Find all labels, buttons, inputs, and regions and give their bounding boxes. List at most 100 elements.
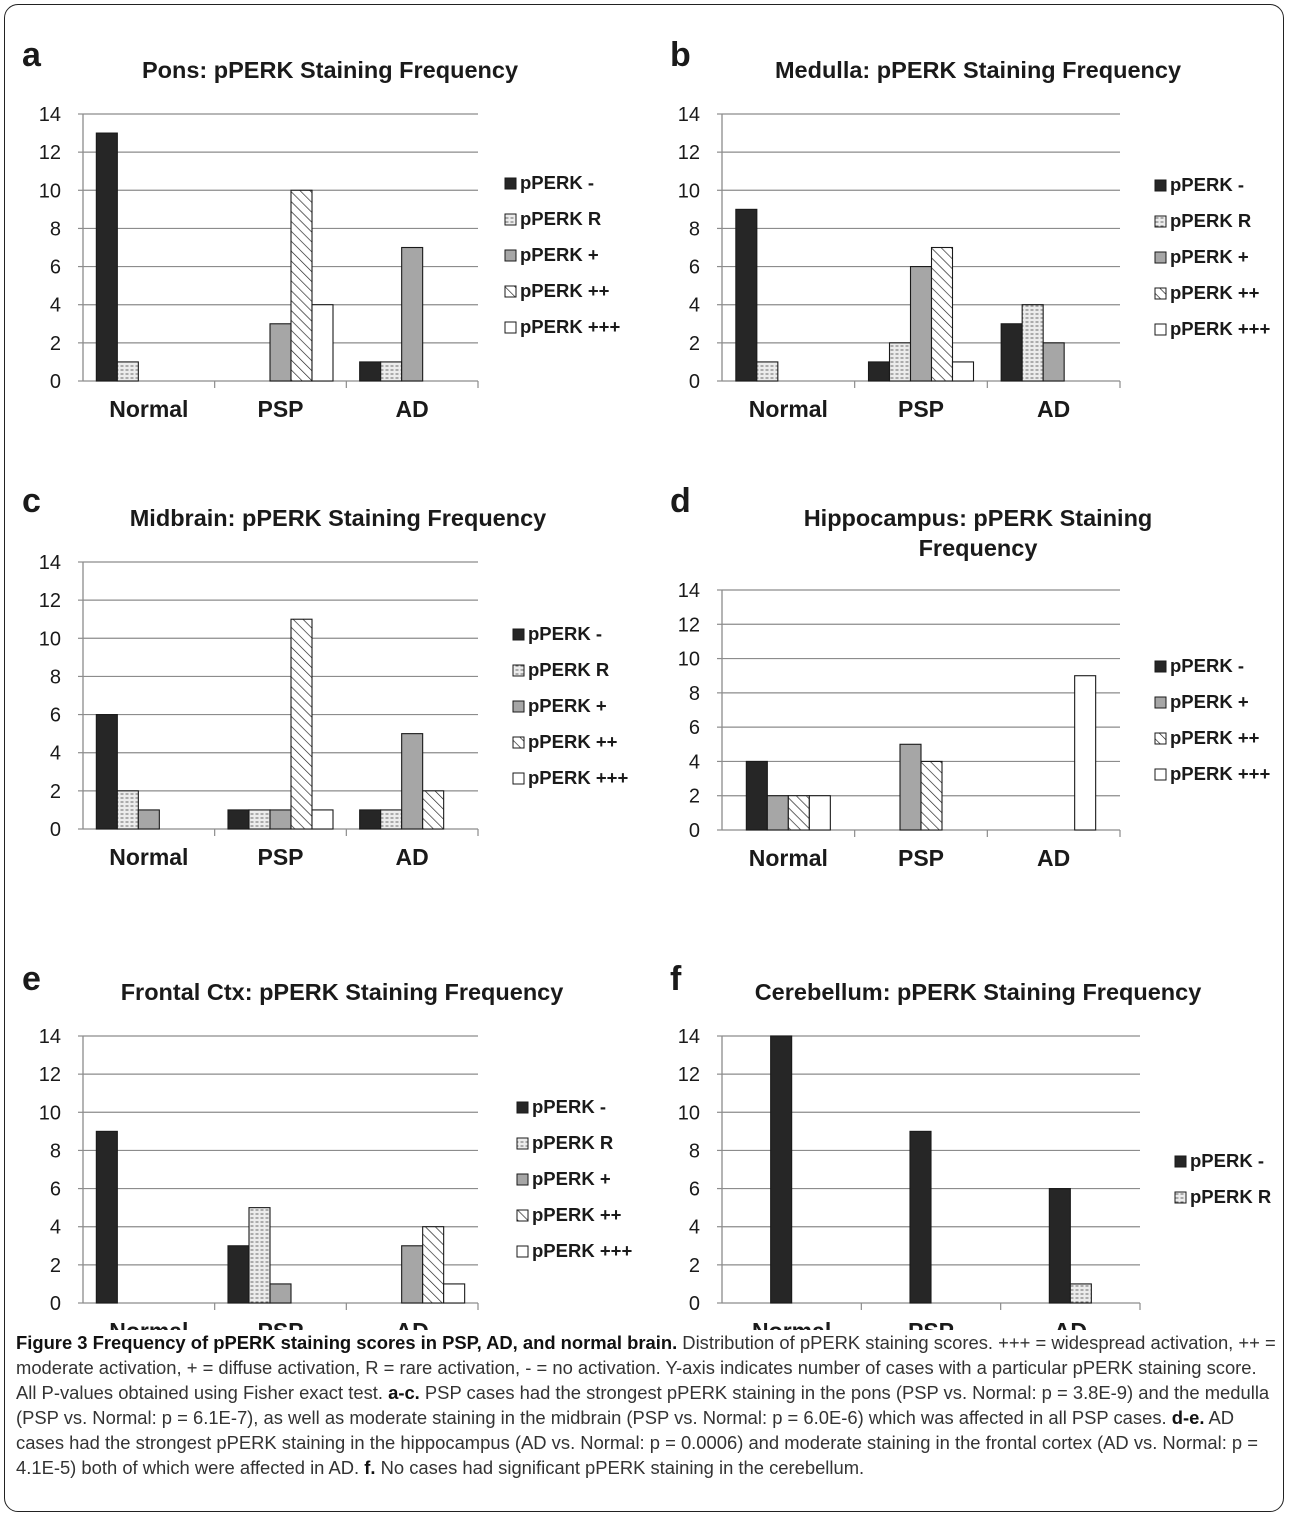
y-tick-label-b: 12 <box>678 142 700 164</box>
legend-swatch-b <box>1154 323 1167 336</box>
y-tick-label-f: 10 <box>678 1102 700 1124</box>
y-tick-label-a: 2 <box>50 333 61 355</box>
bar-d-pPERKppp <box>808 795 831 831</box>
legend-swatch-b <box>1154 251 1167 264</box>
y-tick-label-a: 14 <box>39 104 61 126</box>
x-tick-label-d: PSP <box>898 845 944 871</box>
bar-a-pPERK- <box>359 361 382 382</box>
legend-swatch-e <box>516 1101 529 1114</box>
y-tick-label-b: 6 <box>689 257 700 279</box>
panel-letter-a: a <box>22 36 42 74</box>
legend-label-c: pPERK +++ <box>528 767 628 788</box>
y-tick-label-f: 2 <box>689 1255 700 1277</box>
legend-label-b: pPERK +++ <box>1170 318 1270 339</box>
legend-label-d: pPERK +++ <box>1170 763 1270 784</box>
bar-f-pPERK- <box>1048 1188 1071 1304</box>
legend-swatch-d <box>1154 768 1167 781</box>
bar-c-pPERKR <box>248 809 271 830</box>
panel-letter-d: d <box>670 482 691 520</box>
legend-label-c: pPERK - <box>528 623 602 644</box>
y-tick-label-b: 0 <box>689 371 700 393</box>
y-tick-label-a: 4 <box>50 295 61 317</box>
legend-label-b: pPERK + <box>1170 246 1249 267</box>
bar-a-pPERKppp <box>311 304 334 382</box>
bar-b-pPERK- <box>867 361 891 382</box>
y-tick-label-d: 2 <box>689 786 700 808</box>
y-tick-label-f: 4 <box>689 1217 700 1239</box>
bar-a-pPERKp <box>401 246 424 382</box>
x-tick-label-e: PSP <box>257 1318 303 1330</box>
x-tick-label-c: AD <box>396 844 429 870</box>
chart-title-f: Cerebellum: pPERK Staining Frequency <box>755 979 1202 1005</box>
figure-caption: Figure 3 Frequency of pPERK staining sco… <box>16 1330 1278 1480</box>
legend-label-d: pPERK ++ <box>1170 727 1260 748</box>
legend-swatch-a <box>504 213 517 226</box>
legend-swatch-c <box>512 772 525 785</box>
caption-bold-de: d-e. <box>1171 1407 1205 1428</box>
x-tick-label-e: AD <box>396 1318 429 1330</box>
caption-text-4: No cases had significant pPERK staining … <box>375 1457 865 1478</box>
y-tick-label-e: 8 <box>50 1140 61 1162</box>
legend-swatch-e <box>516 1173 529 1186</box>
y-tick-label-e: 14 <box>39 1026 61 1048</box>
y-tick-label-d: 10 <box>678 649 700 671</box>
y-tick-label-e: 0 <box>50 1293 61 1315</box>
panel-letter-b: b <box>670 36 691 74</box>
x-tick-label-f: PSP <box>908 1318 954 1330</box>
y-tick-label-c: 4 <box>50 743 61 765</box>
y-tick-label-a: 8 <box>50 218 61 240</box>
y-tick-label-a: 12 <box>39 142 61 164</box>
bar-c-pPERKpp <box>290 618 313 830</box>
legend-label-e: pPERK R <box>532 1132 613 1153</box>
y-tick-label-c: 8 <box>50 666 61 688</box>
x-tick-label-d: Normal <box>749 845 828 871</box>
y-tick-label-c: 10 <box>39 628 61 650</box>
figure-charts: a Pons: pPERK Staining Frequency 0 2 4 6 8 10 12… <box>22 36 1271 1330</box>
legend-label-a: pPERK R <box>520 208 601 229</box>
y-tick-label-c: 6 <box>50 705 61 727</box>
y-tick-label-b: 2 <box>689 333 700 355</box>
legend-label-a: pPERK + <box>520 244 599 265</box>
bar-e-pPERK- <box>227 1245 250 1304</box>
bar-e-pPERK- <box>95 1130 118 1304</box>
legend-swatch-a <box>504 285 517 298</box>
caption-text-3: AD cases had the strongest pPERK stainin… <box>16 1407 1258 1478</box>
bar-d-pPERKpp <box>787 795 810 831</box>
panel-letter-e: e <box>22 960 41 998</box>
panel-letter-f: f <box>670 960 682 998</box>
bar-b-pPERKR <box>1021 304 1044 382</box>
y-tick-label-c: 12 <box>39 590 61 612</box>
caption-title: Figure 3 Frequency of pPERK staining sco… <box>16 1332 678 1353</box>
legend-label-b: pPERK - <box>1170 174 1244 195</box>
y-tick-label-a: 10 <box>39 180 61 202</box>
x-tick-label-a: AD <box>396 396 429 422</box>
bar-c-pPERKR <box>380 809 403 830</box>
legend-label-f: pPERK R <box>1190 1186 1271 1207</box>
legend-swatch-e <box>516 1245 529 1258</box>
legend-swatch-d <box>1154 660 1167 673</box>
bar-a-pPERKpp <box>290 189 313 382</box>
caption-text-2: PSP cases had the strongest pPERK staini… <box>16 1382 1270 1428</box>
x-tick-label-c: PSP <box>257 844 303 870</box>
chart-title-d: Hippocampus: pPERK Staining <box>804 505 1153 531</box>
chart-title-b: Medulla: pPERK Staining Frequency <box>775 57 1181 83</box>
legend-swatch-c <box>512 664 525 677</box>
bar-b-pPERKp <box>1042 342 1065 382</box>
legend-label-e: pPERK +++ <box>532 1240 632 1261</box>
legend-swatch-d <box>1154 696 1167 709</box>
y-tick-label-d: 8 <box>689 683 700 705</box>
bar-d-pPERKp <box>766 795 789 831</box>
bar-d-pPERKpp <box>920 760 943 831</box>
y-tick-label-e: 10 <box>39 1102 61 1124</box>
y-tick-label-c: 0 <box>50 819 61 841</box>
legend-label-b: pPERK R <box>1170 210 1251 231</box>
legend-swatch-f <box>1174 1155 1187 1168</box>
y-tick-label-d: 14 <box>678 580 700 602</box>
legend-swatch-e <box>516 1209 529 1222</box>
bar-b-pPERK- <box>735 208 758 382</box>
y-tick-label-a: 0 <box>50 371 61 393</box>
bar-e-pPERKR <box>248 1207 271 1304</box>
y-tick-label-b: 10 <box>678 180 700 202</box>
y-tick-label-e: 12 <box>39 1064 61 1086</box>
legend-label-c: pPERK R <box>528 659 609 680</box>
